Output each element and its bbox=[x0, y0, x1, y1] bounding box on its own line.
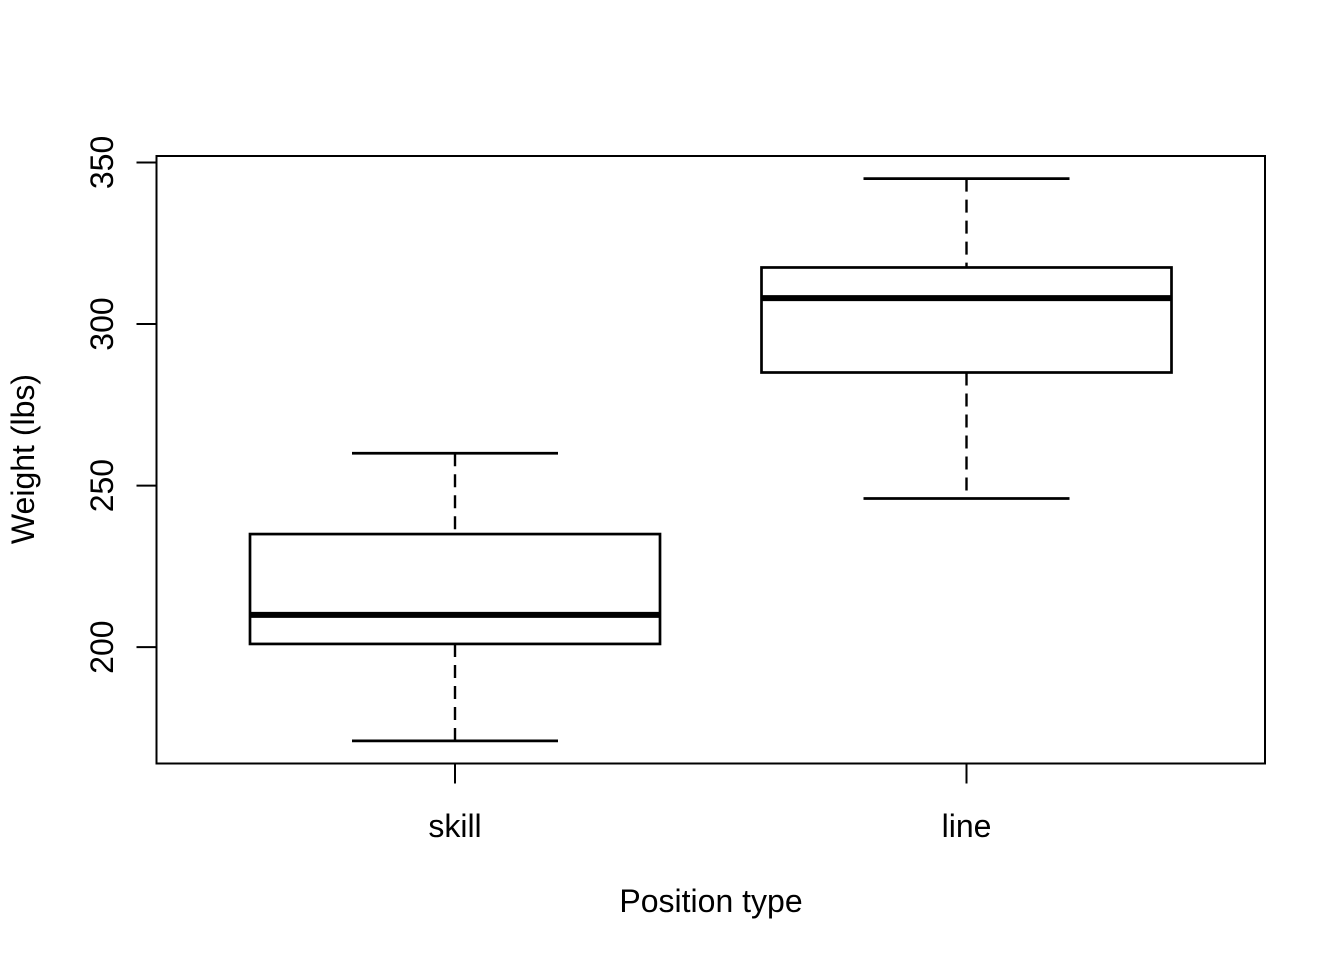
y-tick-label: 300 bbox=[84, 297, 120, 350]
boxplot-skill bbox=[248, 451, 662, 743]
x-tick-label-skill: skill bbox=[428, 808, 481, 844]
boxes-layer bbox=[248, 177, 1173, 743]
x-tick-label-line: line bbox=[942, 808, 992, 844]
y-axis-title: Weight (lbs) bbox=[5, 374, 41, 544]
x-axis-title: Position type bbox=[619, 883, 802, 919]
iqr-box bbox=[760, 266, 1173, 374]
iqr-box bbox=[248, 532, 662, 646]
y-tick-label: 350 bbox=[84, 136, 120, 189]
plot-border bbox=[155, 155, 1266, 765]
y-tick-label: 250 bbox=[84, 459, 120, 512]
y-tick-label: 200 bbox=[84, 620, 120, 673]
axes-layer: 200 250 300 350 skill line bbox=[84, 136, 1266, 844]
boxplot-line bbox=[760, 177, 1173, 500]
